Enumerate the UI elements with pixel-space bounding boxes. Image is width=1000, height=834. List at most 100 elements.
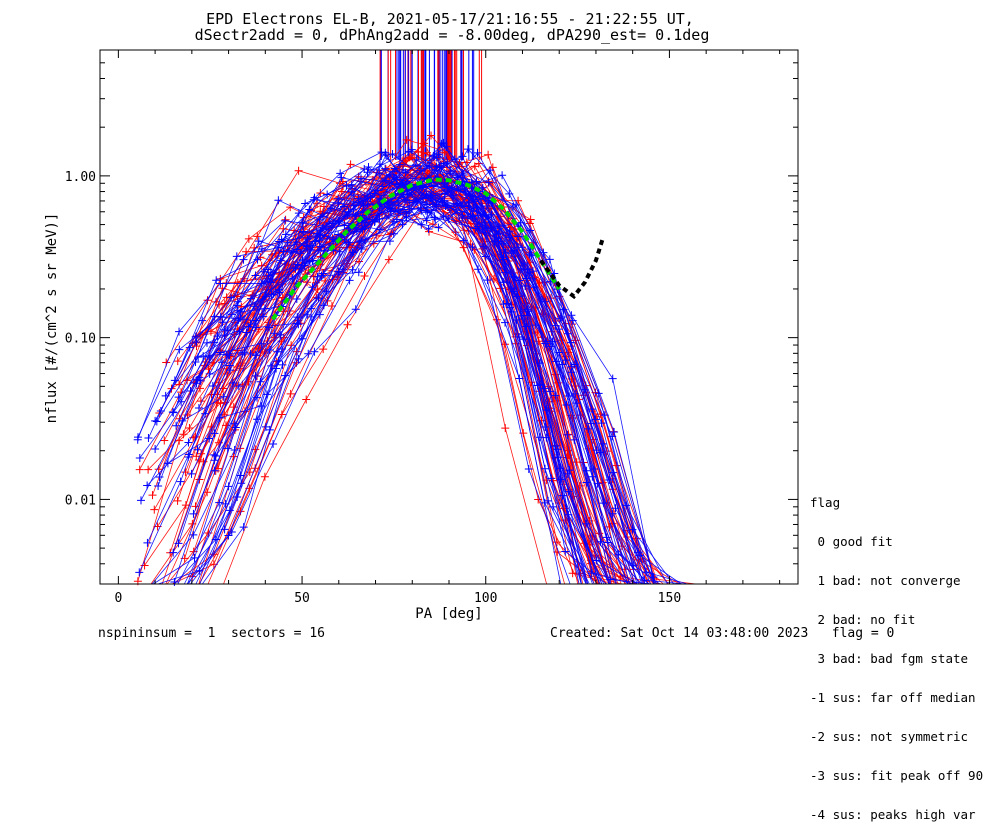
data-point <box>336 169 345 178</box>
data-point <box>316 242 325 251</box>
data-point <box>534 495 543 504</box>
data-point <box>217 358 226 367</box>
flag-legend-item: -2 sus: not symmetric <box>810 729 969 744</box>
data-point <box>498 171 507 180</box>
data-point <box>427 131 436 140</box>
data-point <box>211 535 220 544</box>
data-point <box>175 345 184 354</box>
data-point <box>174 539 183 548</box>
data-point <box>546 387 555 396</box>
data-point <box>150 505 159 514</box>
data-point <box>423 200 432 209</box>
data-point <box>294 166 303 175</box>
data-point <box>135 568 144 577</box>
data-point <box>237 479 246 488</box>
flag-legend-item: -4 sus: peaks high var <box>810 807 976 822</box>
data-point <box>277 410 286 419</box>
data-point <box>405 198 414 207</box>
data-point <box>250 243 259 252</box>
data-point <box>310 347 319 356</box>
data-point <box>265 323 274 332</box>
chart-subtitle: dSectr2add = 0, dPhAng2add = -8.00deg, d… <box>195 26 710 44</box>
data-point <box>424 225 433 234</box>
data-point <box>215 498 224 507</box>
data-point <box>225 351 234 360</box>
data-point <box>608 374 617 383</box>
data-point <box>385 237 394 246</box>
data-point <box>361 236 370 245</box>
data-point <box>640 576 649 585</box>
data-point <box>232 363 241 372</box>
data-point <box>628 525 637 534</box>
data-point <box>228 379 237 388</box>
series-trace <box>153 180 733 585</box>
data-point <box>343 320 352 329</box>
data-point <box>192 375 201 384</box>
data-point <box>525 219 534 228</box>
data-point <box>199 352 208 361</box>
data-point <box>192 379 201 388</box>
data-point <box>152 417 161 426</box>
series-trace <box>183 199 722 585</box>
data-point <box>587 419 596 428</box>
data-point <box>240 348 249 357</box>
data-point <box>471 197 480 206</box>
data-point <box>302 395 311 404</box>
data-point <box>279 224 288 233</box>
data-point <box>212 276 221 285</box>
data-point <box>375 225 384 234</box>
data-point <box>388 150 397 159</box>
data-point <box>192 452 201 461</box>
data-point <box>475 226 484 235</box>
data-point <box>340 221 349 230</box>
data-point <box>319 301 328 310</box>
data-point <box>402 135 411 144</box>
data-point <box>346 160 355 169</box>
data-point <box>226 366 235 375</box>
data-point <box>294 209 303 218</box>
data-point <box>175 436 184 445</box>
data-point <box>339 265 348 274</box>
data-point <box>257 339 266 348</box>
data-point <box>606 575 615 584</box>
data-point <box>189 509 198 518</box>
data-point <box>144 434 153 443</box>
data-point <box>317 271 326 280</box>
data-point <box>459 170 468 179</box>
data-point <box>551 321 560 330</box>
data-point <box>261 422 270 431</box>
data-point <box>193 445 202 454</box>
data-point <box>470 162 479 171</box>
data-point <box>351 201 360 210</box>
data-point <box>633 548 642 557</box>
data-point <box>143 481 152 490</box>
data-point <box>502 299 511 308</box>
data-point <box>515 374 524 383</box>
data-point <box>347 180 356 189</box>
data-point <box>189 530 198 539</box>
data-point <box>422 216 431 225</box>
chart-canvas: EPD Electrons EL-B, 2021-05-17/21:16:55 … <box>44 10 799 622</box>
data-point <box>523 311 532 320</box>
data-point <box>232 252 241 261</box>
chart-title: EPD Electrons EL-B, 2021-05-17/21:16:55 … <box>206 10 694 28</box>
data-point <box>287 341 296 350</box>
data-point <box>381 148 390 157</box>
data-point <box>327 302 336 311</box>
data-point <box>281 215 290 224</box>
data-point <box>154 482 163 491</box>
data-point <box>605 475 614 484</box>
data-point <box>169 548 178 557</box>
data-point <box>303 310 312 319</box>
data-point <box>392 175 401 184</box>
data-point <box>185 424 194 433</box>
flag-legend-item: 1 bad: not converge <box>810 573 961 588</box>
data-point <box>478 183 487 192</box>
data-point <box>351 305 360 314</box>
data-point <box>184 438 193 447</box>
data-point <box>257 261 266 270</box>
data-point <box>210 450 219 459</box>
data-point <box>547 342 556 351</box>
data-point <box>345 276 354 285</box>
data-point <box>505 189 514 198</box>
